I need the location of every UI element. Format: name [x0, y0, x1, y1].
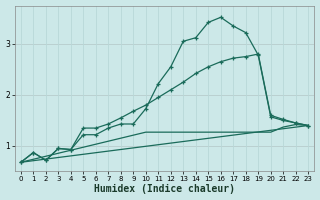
X-axis label: Humidex (Indice chaleur): Humidex (Indice chaleur)	[94, 184, 235, 194]
